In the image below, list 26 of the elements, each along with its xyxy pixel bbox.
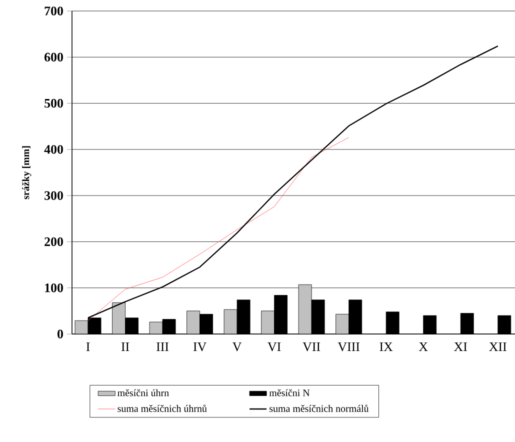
legend-label: suma měsíčnich úhrnů [118,404,207,412]
y-tick-label: 400 [44,145,63,154]
x-tick-label: II [121,342,130,351]
legend-label: měsíčni N [269,389,310,396]
legend-label: suma měsíčnich normálů [270,404,369,412]
x-tick-label: IV [193,342,206,352]
y-tick-label: 0 [58,330,63,338]
x-tick-label: IX [380,342,393,351]
x-tick-label: III [156,342,169,351]
y-tick-label: 300 [44,191,63,200]
y-tick-label: 100 [45,283,63,292]
x-tick-label: VI [268,342,281,352]
y-tick-label: 200 [44,237,63,246]
x-tick-label: V [232,342,242,352]
x-tick-label: I [86,342,90,351]
x-tick-label: VII [302,342,320,352]
y-tick-label: 500 [44,98,63,108]
x-tick-label: XI [454,342,467,351]
line-series [88,137,350,321]
y-tick-label: 700 [44,6,63,16]
x-tick-label: XII [489,342,506,351]
y-tick-label: 600 [44,52,63,62]
x-tick-label: X [418,342,428,351]
x-tick-label: VIII [338,342,360,352]
legend-label: měsíčni úhrn [118,389,169,396]
y-axis-title: srážky [mm] [22,146,32,200]
